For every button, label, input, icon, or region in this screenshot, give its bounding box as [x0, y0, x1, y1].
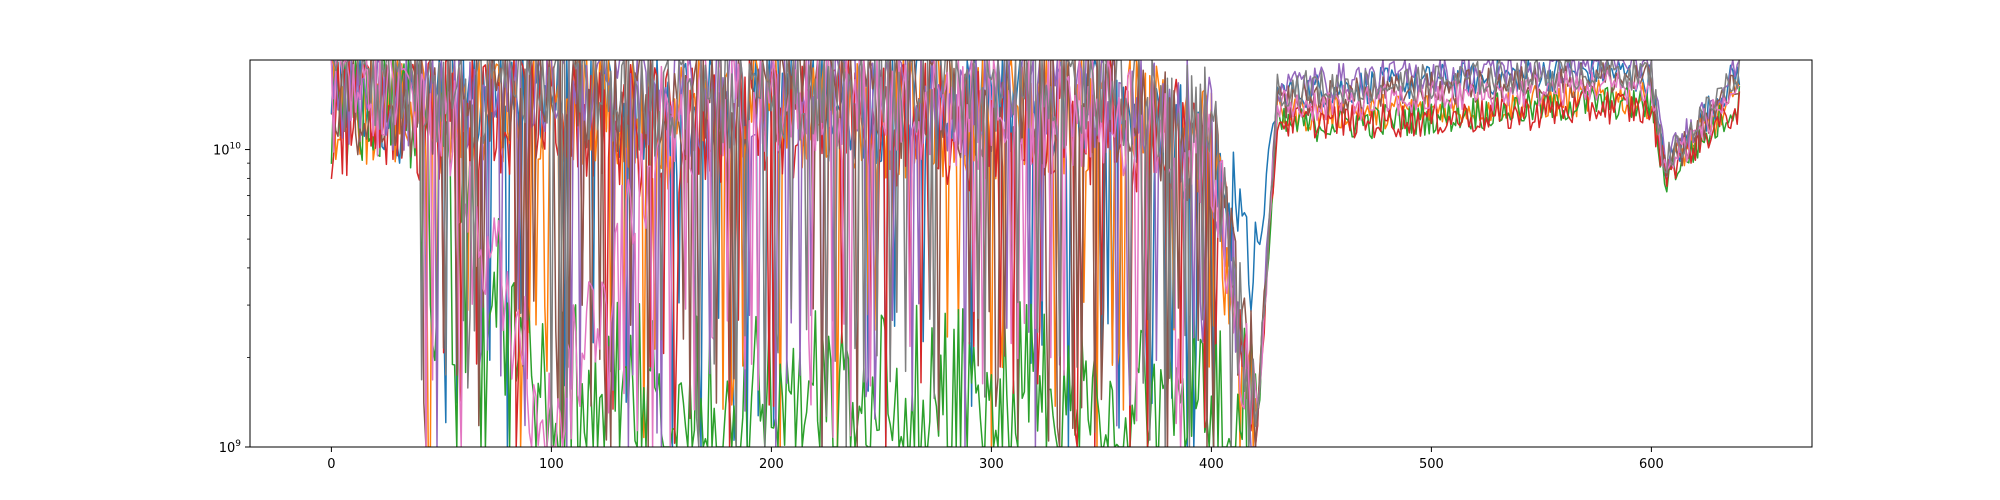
- series-layer: [330, 60, 1741, 447]
- y-tick-label: 1010: [213, 142, 241, 159]
- x-tick-label: 200: [759, 457, 784, 472]
- x-tick-label: 300: [979, 457, 1004, 472]
- x-axis: 0 100 200 300 400 500 600: [327, 447, 1664, 472]
- x-tick-label: 500: [1419, 457, 1444, 472]
- x-tick-label: 600: [1639, 457, 1664, 472]
- x-tick-label: 0: [327, 457, 335, 472]
- y-axis: 109 1010: [213, 142, 250, 456]
- x-tick-label: 400: [1199, 457, 1224, 472]
- series-line-8: [331, 60, 1741, 447]
- x-tick-label: 100: [539, 457, 564, 472]
- y-tick-label: 109: [219, 439, 242, 456]
- plot-area: [249, 59, 1813, 448]
- plot-frame: [249, 59, 1813, 448]
